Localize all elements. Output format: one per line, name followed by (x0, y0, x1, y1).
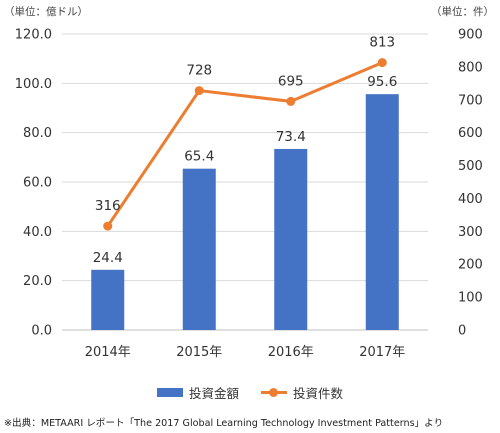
combo-chart: 0.0 20.0 40.0 60.0 80.0 100.0 120.0 0 100 200 300 4… (15, 28, 483, 361)
bar-2014年 (91, 269, 125, 330)
legend-item-count: 投資件数 (261, 383, 343, 402)
left-axis-tick-label: 20.0 (23, 274, 52, 289)
line-point-2014年 (103, 221, 113, 231)
legend-line-swatch (261, 387, 287, 398)
bar-2016年 (274, 148, 308, 330)
right-axis-tick-label: 800 (458, 60, 483, 75)
right-axis-tick-label: 700 (458, 93, 483, 108)
left-axis-tick-label: 100.0 (15, 77, 52, 92)
chart-legend: 投資金額 投資件数 (0, 383, 500, 402)
line-data-label: 316 (95, 198, 121, 214)
line-data-label: 813 (369, 35, 395, 51)
left-axis-tick-label: 40.0 (23, 225, 52, 240)
x-axis-tick-label: 2017年 (359, 345, 405, 360)
x-axis-tick-label: 2014年 (85, 345, 131, 360)
line-data-label: 695 (278, 73, 304, 89)
right-axis-unit-label: （単位：件） (431, 6, 494, 18)
right-axis-tick-label: 600 (458, 126, 483, 141)
right-axis-tick-label: 100 (458, 291, 483, 306)
left-axis-tick-label: 80.0 (23, 126, 52, 141)
line-point-2016年 (286, 96, 296, 106)
x-axis-tick-label: 2015年 (176, 345, 222, 360)
bar-data-label: 95.6 (367, 74, 397, 90)
left-axis-tick-label: 60.0 (23, 176, 52, 191)
bar-data-label: 65.4 (184, 149, 214, 165)
source-note: ※出典：METAARI レポート「The 2017 Global Learnin… (4, 418, 444, 429)
right-axis-tick-label: 200 (458, 258, 483, 273)
line-point-2017年 (377, 58, 387, 68)
legend-label-count: 投資件数 (293, 386, 344, 401)
line-data-label: 728 (186, 63, 212, 79)
left-axis-unit-label: （単位：億ドル） (4, 6, 88, 18)
bar-data-label: 73.4 (276, 129, 306, 145)
bar-2017年 (365, 94, 399, 330)
count-line (106, 61, 383, 227)
right-axis-tick-label: 500 (458, 159, 483, 174)
right-axis-tick-label: 400 (458, 192, 483, 207)
legend-bar-swatch (156, 388, 183, 397)
right-axis-tick-label: 300 (458, 225, 483, 240)
bar-data-label: 24.4 (93, 250, 123, 266)
x-axis-tick-label: 2016年 (268, 345, 314, 360)
bar-2015年 (182, 168, 216, 330)
right-axis-tick-label: 900 (458, 28, 483, 43)
legend-label-amount: 投資金額 (188, 386, 239, 401)
right-axis-tick-label: 0 (458, 324, 466, 339)
left-axis-tick-label: 0.0 (31, 324, 52, 339)
line-point-2015年 (194, 86, 204, 96)
legend-item-amount: 投資金額 (156, 383, 239, 402)
left-axis-tick-label: 120.0 (15, 28, 52, 43)
